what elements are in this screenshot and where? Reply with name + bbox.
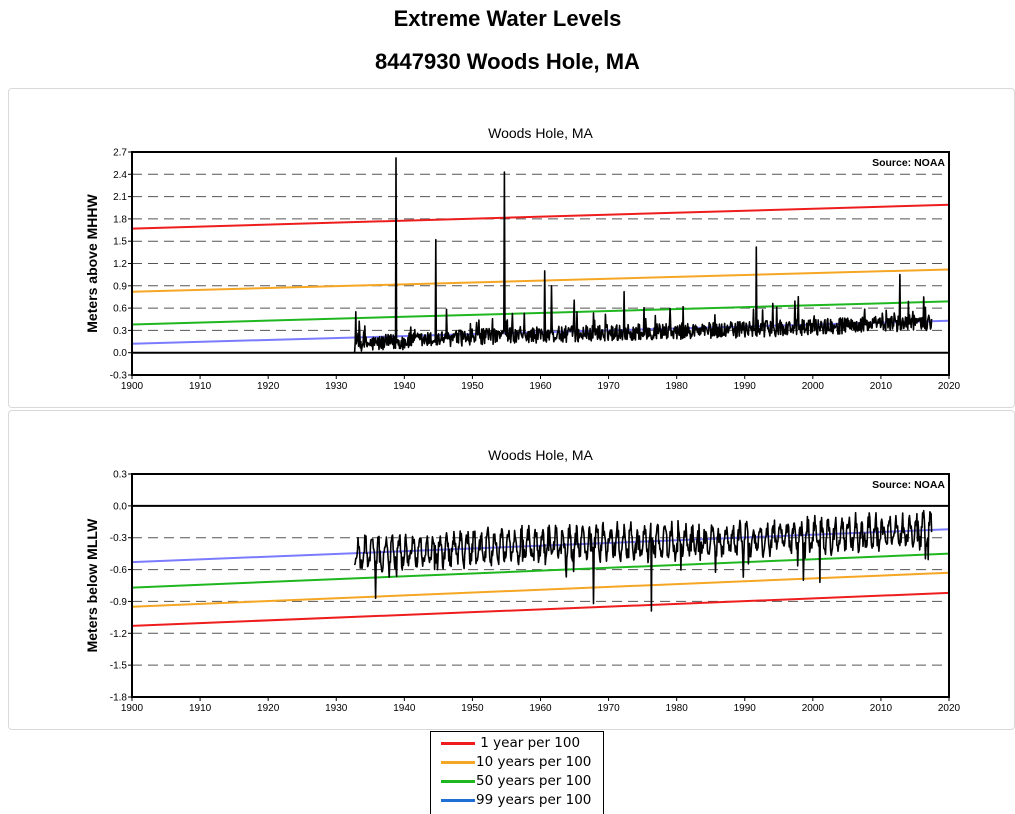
x-tick-label: 1960 — [529, 703, 552, 714]
x-tick-label: 2000 — [802, 381, 825, 392]
y-tick-label: 0.6 — [113, 304, 127, 315]
y-tick-label: 1.8 — [113, 214, 127, 225]
y-tick-label: -0.3 — [110, 371, 128, 382]
y-tick-label: 0.3 — [113, 326, 127, 337]
y-tick-label: -0.3 — [110, 533, 128, 544]
x-tick-label: 2010 — [870, 703, 893, 714]
y-axis-label: Meters below MLLW — [84, 518, 100, 653]
y-tick-label: -0.9 — [110, 597, 128, 608]
legend-label: 50 years per 100 — [476, 773, 592, 789]
monthly-extreme-series — [353, 509, 933, 612]
chart-panel-low-water: Woods Hole, MA Source: NOAA 0.3 0.0 -0.3 -0.6… — [8, 410, 1015, 730]
y-axis-label: Meters above MHHW — [84, 193, 100, 332]
x-tick-label: 2020 — [938, 703, 961, 714]
y-tick-label: -0.6 — [110, 565, 128, 576]
y-tick-label: -1.8 — [110, 693, 128, 704]
y-tick-label: 1.5 — [113, 237, 127, 248]
legend-item-1-year: 1 year per 100 — [431, 734, 605, 752]
legend-swatch — [441, 761, 475, 764]
trend-line — [131, 300, 950, 326]
legend-item-10-years: 10 years per 100 — [431, 753, 605, 771]
x-tick-label: 2020 — [938, 381, 961, 392]
x-tick-label: 1970 — [597, 381, 620, 392]
trend-line — [131, 203, 950, 230]
x-tick-label: 1950 — [461, 703, 484, 714]
x-tick-label: 2010 — [870, 381, 893, 392]
source-note: Source: NOAA — [872, 479, 945, 491]
legend-label: 1 year per 100 — [476, 735, 581, 751]
y-tick-label: 2.7 — [113, 148, 127, 159]
trend-line — [131, 552, 950, 589]
legend-item-50-years: 50 years per 100 — [431, 772, 605, 790]
legend-item-99-years: 99 years per 100 — [431, 791, 605, 809]
x-tick-label: 1980 — [666, 381, 689, 392]
legend-swatch — [441, 799, 475, 802]
x-tick-label: 1900 — [121, 381, 144, 392]
x-tick-label: 1960 — [529, 381, 552, 392]
y-tick-label: -1.2 — [110, 629, 128, 640]
source-note: Source: NOAA — [872, 157, 945, 169]
page-title: Extreme Water Levels — [393, 6, 622, 31]
x-tick-label: 1980 — [666, 703, 689, 714]
x-tick-label: 1920 — [257, 381, 280, 392]
x-tick-label: 1930 — [325, 703, 348, 714]
chart-high-water: Woods Hole, MA Source: NOAA 2.7 2.4 2.1 1.8 1.… — [84, 125, 961, 392]
x-tick-label: 1900 — [121, 703, 144, 714]
legend-label: 99 years per 100 — [476, 792, 592, 808]
x-tick-label: 1930 — [325, 381, 348, 392]
y-tick-label: 0.0 — [113, 501, 127, 512]
x-tick-label: 1950 — [461, 381, 484, 392]
x-tick-label: 1940 — [393, 703, 416, 714]
x-tick-label: 1910 — [189, 703, 212, 714]
x-tick-label: 2000 — [802, 703, 825, 714]
y-tick-label: -1.5 — [110, 661, 128, 672]
legend: 1 year per 100 10 years per 100 50 years… — [430, 731, 604, 814]
y-tick-label: 2.4 — [113, 170, 127, 181]
x-tick-label: 1940 — [393, 381, 416, 392]
x-tick-label: 1990 — [734, 381, 757, 392]
x-tick-label: 1970 — [597, 703, 620, 714]
legend-swatch — [441, 742, 475, 745]
y-tick-label: 0.9 — [113, 281, 127, 292]
y-tick-label: 0.0 — [113, 348, 127, 359]
trend-line — [131, 571, 950, 608]
x-tick-label: 1910 — [189, 381, 212, 392]
chart-low-water: Woods Hole, MA Source: NOAA 0.3 0.0 -0.3 -0.6… — [84, 447, 961, 714]
y-tick-label: 0.3 — [113, 470, 127, 481]
y-tick-label: 2.1 — [113, 192, 127, 203]
x-tick-label: 1990 — [734, 703, 757, 714]
monthly-extreme-series — [353, 157, 933, 353]
chart-title: Woods Hole, MA — [488, 125, 593, 141]
chart-panel-high-water: Woods Hole, MA Source: NOAA 2.7 2.4 2.1 1.8 1.… — [8, 88, 1015, 408]
legend-swatch — [441, 780, 475, 783]
plot-frame — [131, 473, 950, 698]
y-tick-label: 1.2 — [113, 259, 127, 270]
legend-label: 10 years per 100 — [476, 754, 592, 770]
chart-title: Woods Hole, MA — [488, 447, 593, 463]
page-subtitle: 8447930 Woods Hole, MA — [375, 49, 640, 74]
trend-line — [131, 591, 950, 627]
x-tick-label: 1920 — [257, 703, 280, 714]
trend-line — [131, 268, 950, 293]
